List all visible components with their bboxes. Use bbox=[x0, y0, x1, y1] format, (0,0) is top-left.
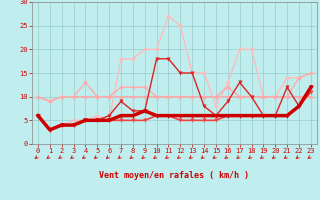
X-axis label: Vent moyen/en rafales ( km/h ): Vent moyen/en rafales ( km/h ) bbox=[100, 171, 249, 180]
